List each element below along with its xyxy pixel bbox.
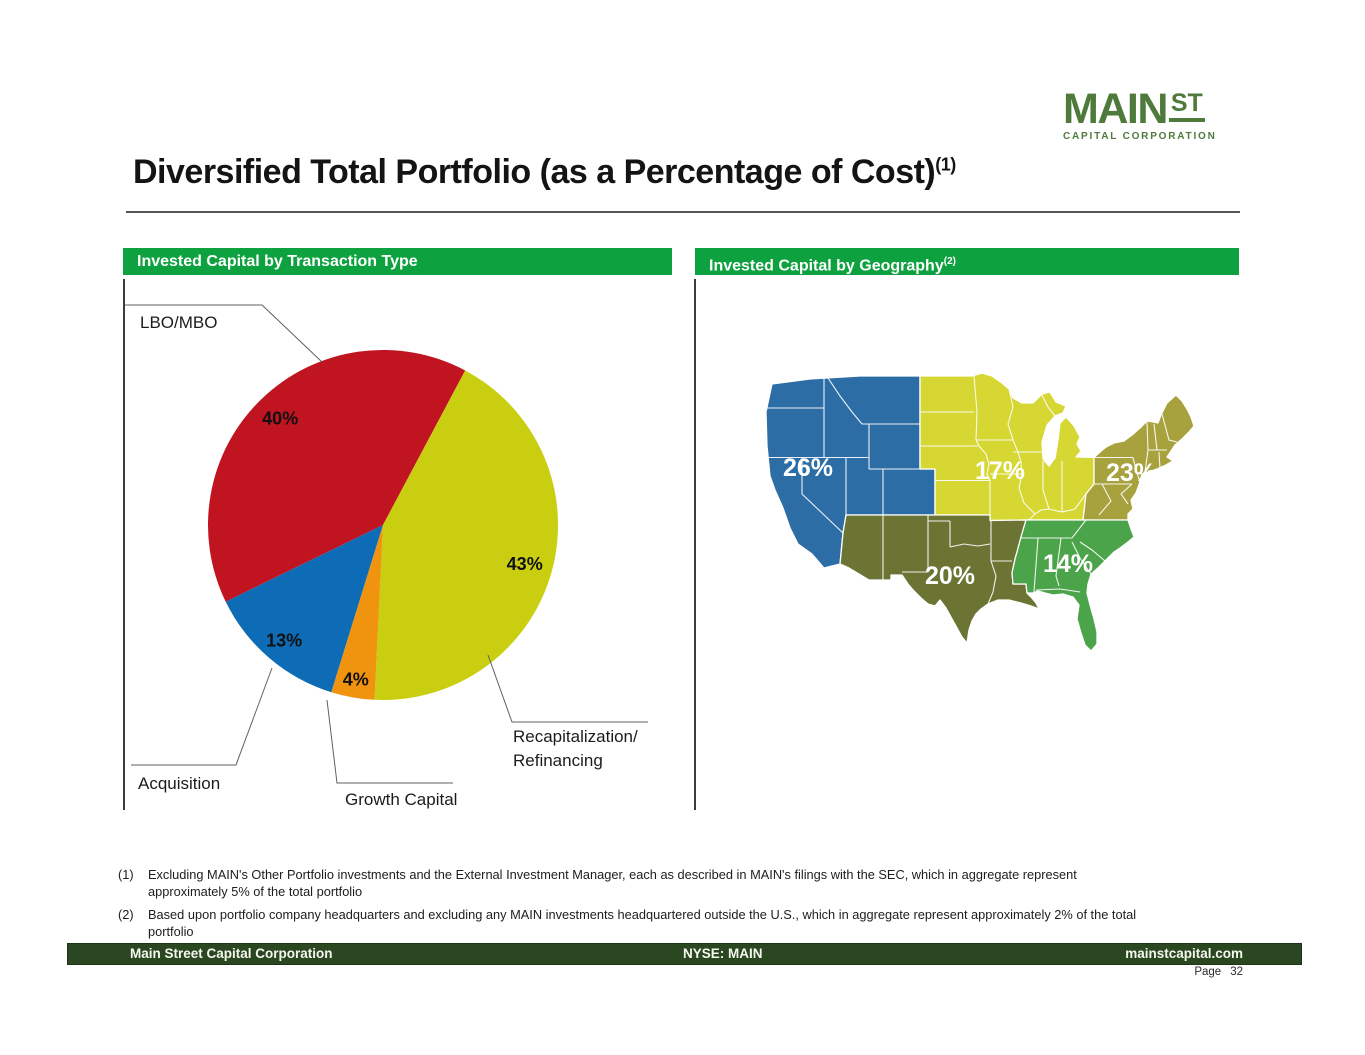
page-title-text: Diversified Total Portfolio (as a Percen…: [133, 153, 936, 191]
geography-us-map: 26% 17% 23% 20% 14%: [765, 372, 1195, 652]
map-region-midwest: [919, 372, 1095, 522]
right-panel-rule: [694, 279, 696, 810]
pie-value-0: 40%: [262, 409, 298, 429]
pie-value-2: 13%: [266, 630, 302, 650]
map-value-midwest: 17%: [975, 457, 1025, 485]
pie-slice-3: [331, 525, 383, 700]
page-number-value: 32: [1230, 966, 1243, 978]
pie-label-recapitalization-line2: Refinancing: [513, 751, 603, 770]
right-panel-header-footnote-ref: (2): [943, 256, 956, 267]
pie-slice-1: [374, 370, 559, 701]
logo-subtitle: CAPITAL CORPORATION: [1063, 131, 1217, 143]
left-panel-rule: [123, 279, 125, 810]
leader-line-acquisition: [131, 667, 273, 766]
pie-value-3: 4%: [343, 670, 369, 690]
pie-label-acquisition: Acquisition: [138, 774, 220, 793]
pie-label-lbo-mbo: LBO/MBO: [140, 313, 217, 332]
footnote-2-line-2: portfolio: [148, 924, 194, 939]
map-region-northeast: [1082, 394, 1195, 521]
transaction-type-pie-chart: 40% 43% 13% 4% LBO/MBO Acquisition Growt…: [125, 304, 648, 809]
company-logo: MAIN ST CAPITAL CORPORATION: [1063, 85, 1243, 143]
pie-slice-2: [225, 525, 383, 693]
leader-line-recapitalization: [487, 654, 648, 723]
footnote-1: (1) Excluding MAIN's Other Portfolio inv…: [118, 866, 1228, 900]
page-number: Page 32: [1100, 966, 1243, 978]
footnotes: (1) Excluding MAIN's Other Portfolio inv…: [118, 866, 1228, 946]
footnote-1-line-2: approximately 5% of the total portfolio: [148, 884, 363, 899]
footnote-2: (2) Based upon portfolio company headqua…: [118, 906, 1228, 940]
title-footnote-ref: (1): [935, 154, 956, 175]
map-value-southeast: 14%: [1043, 550, 1093, 578]
footer-website: mainstcapital.com: [1125, 946, 1243, 961]
state-border-lines: [767, 375, 1178, 605]
left-panel-header: Invested Capital by Transaction Type: [123, 248, 672, 275]
footer-ticker: NYSE: MAIN: [683, 946, 763, 961]
map-value-west: 26%: [783, 454, 833, 482]
footnote-1-marker: (1): [118, 867, 134, 882]
footnote-2-line-1: Based upon portfolio company headquarter…: [148, 907, 1137, 922]
pie-label-recapitalization-line1: Recapitalization/: [513, 727, 638, 746]
footnote-2-text: Based upon portfolio company headquarter…: [148, 906, 1136, 940]
map-region-southeast: [1011, 519, 1135, 652]
pie-slice-0: [207, 349, 466, 602]
map-value-southwest: 20%: [925, 562, 975, 590]
leader-line-lbo-mbo: [125, 304, 323, 363]
page-title: Diversified Total Portfolio (as a Percen…: [133, 153, 956, 192]
map-value-northeast: 23%: [1106, 459, 1156, 487]
page-number-label: Page: [1194, 966, 1222, 978]
footnote-2-marker: (2): [118, 907, 134, 922]
footer-company-name: Main Street Capital Corporation: [130, 946, 333, 961]
left-panel-header-text: Invested Capital by Transaction Type: [137, 253, 418, 270]
right-panel-header-text: Invested Capital by Geography: [709, 257, 944, 275]
pie-label-growth-capital: Growth Capital: [345, 790, 457, 809]
right-panel-header: Invested Capital by Geography(2): [695, 248, 1239, 275]
footer-bar: Main Street Capital Corporation NYSE: MA…: [67, 943, 1302, 965]
footnote-1-line-1: Excluding MAIN's Other Portfolio investm…: [148, 867, 1077, 882]
logo-st-text: ST: [1168, 91, 1205, 122]
footnote-1-text: Excluding MAIN's Other Portfolio investm…: [148, 866, 1077, 900]
logo-main-text: MAIN: [1063, 85, 1168, 133]
title-rule: [126, 211, 1240, 213]
pie-value-1: 43%: [507, 554, 543, 574]
leader-line-growth-capital: [326, 699, 453, 784]
